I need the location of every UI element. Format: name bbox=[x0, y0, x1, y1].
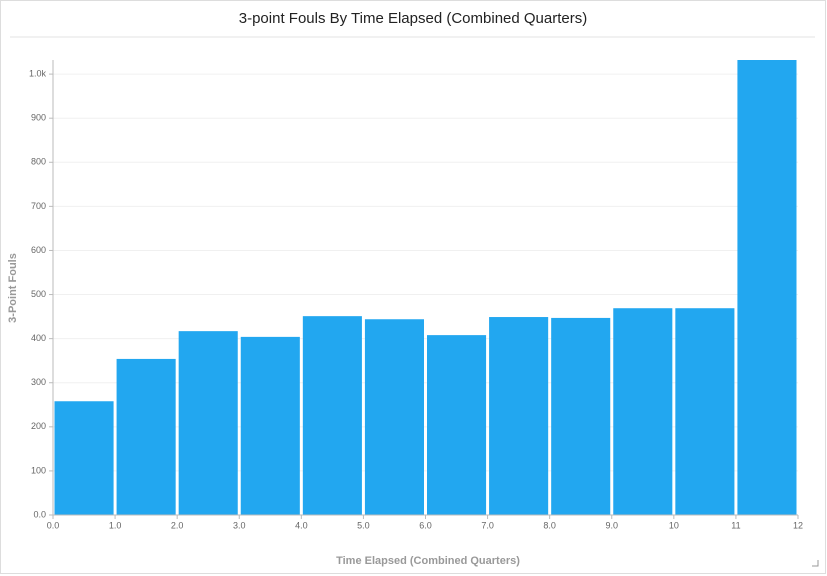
x-tick-label: 9.0 bbox=[605, 520, 618, 530]
bar bbox=[551, 317, 611, 515]
x-tick-label: 12 bbox=[793, 520, 803, 530]
bar bbox=[178, 331, 238, 515]
bar bbox=[54, 401, 114, 515]
bar bbox=[364, 319, 424, 515]
x-tick-label: 3.0 bbox=[233, 520, 246, 530]
bar bbox=[737, 60, 797, 515]
x-tick-label: 8.0 bbox=[543, 520, 556, 530]
chart-title: 3-point Fouls By Time Elapsed (Combined … bbox=[239, 10, 587, 27]
x-axis-title: Time Elapsed (Combined Quarters) bbox=[336, 555, 520, 567]
y-tick-label: 1.0k bbox=[29, 68, 47, 78]
y-tick-label: 200 bbox=[31, 421, 46, 431]
resize-handle bbox=[812, 560, 819, 567]
x-tick-label: 2.0 bbox=[171, 520, 184, 530]
bar bbox=[427, 335, 487, 515]
bar bbox=[489, 317, 549, 515]
x-tick-label: 11 bbox=[731, 520, 740, 530]
x-tick-label: 1.0 bbox=[109, 520, 122, 530]
y-tick-label: 100 bbox=[31, 465, 46, 475]
x-tick-label: 10 bbox=[669, 520, 679, 530]
y-tick-label: 900 bbox=[31, 113, 46, 123]
bar bbox=[613, 308, 673, 515]
y-tick-label: 300 bbox=[31, 377, 46, 387]
y-tick-label: 400 bbox=[31, 333, 46, 343]
y-axis-title: 3-Point Fouls bbox=[7, 253, 19, 323]
y-tick-label: 600 bbox=[31, 245, 46, 255]
bar bbox=[240, 336, 300, 515]
x-tick-label: 5.0 bbox=[357, 520, 370, 530]
bar bbox=[116, 358, 176, 515]
y-tick-label: 800 bbox=[31, 157, 46, 167]
x-tick-label: 7.0 bbox=[481, 520, 494, 530]
x-tick-label: 6.0 bbox=[419, 520, 432, 530]
x-tick-label: 4.0 bbox=[295, 520, 308, 530]
bar bbox=[675, 308, 735, 515]
y-tick-label: 500 bbox=[31, 289, 46, 299]
x-tick-label: 0.0 bbox=[47, 520, 60, 530]
y-tick-label: 700 bbox=[31, 201, 46, 211]
bar bbox=[302, 316, 362, 515]
y-tick-label: 0.0 bbox=[33, 509, 46, 519]
